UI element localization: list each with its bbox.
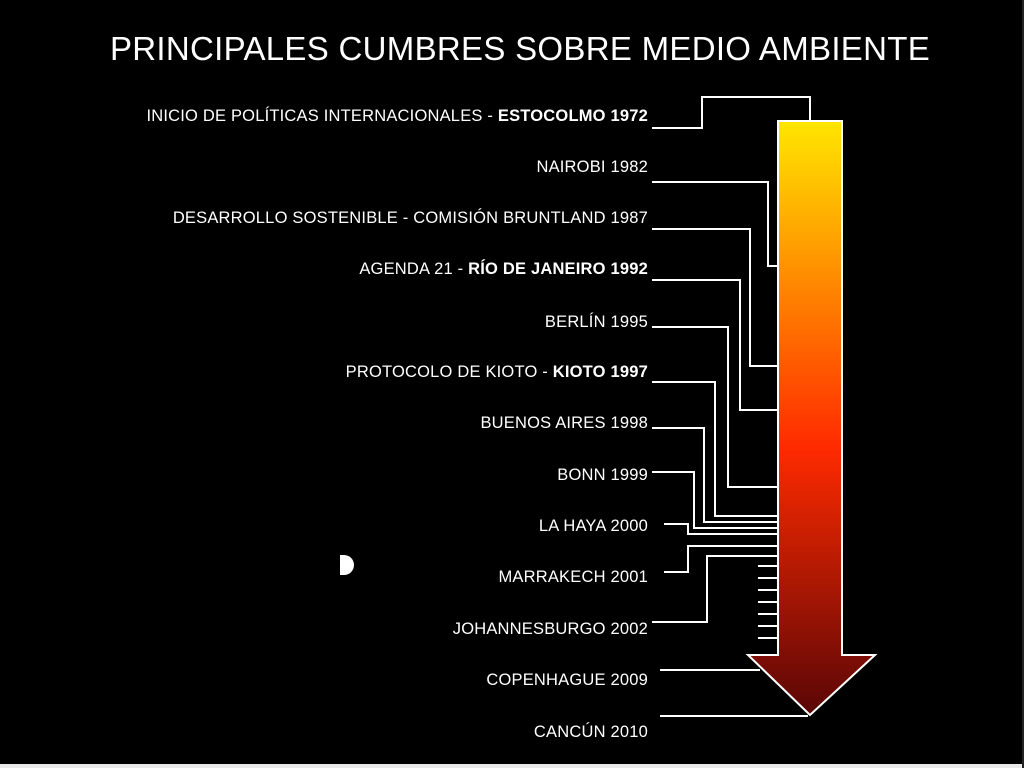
event-label-nairobi-1982: NAIROBI 1982 — [536, 158, 648, 176]
event-label-bruntland-1987: DESARROLLO SOSTENIBLE - COMISIÓN BRUNTLA… — [172, 209, 648, 227]
right-edge — [1022, 0, 1024, 768]
event-label-buenos-aires-1998: BUENOS AIRES 1998 — [480, 414, 648, 432]
connector-berlin-1995 — [652, 326, 778, 488]
connector-kioto-1997 — [652, 381, 778, 517]
connector-marrakech-2001 — [664, 545, 778, 573]
event-label-berlin-1995: BERLÍN 1995 — [544, 313, 648, 331]
slide-title: PRINCIPALES CUMBRES SOBRE MEDIO AMBIENTE — [109, 30, 931, 67]
artifact-dot — [340, 555, 354, 575]
connector-bruntland-1987 — [652, 228, 778, 367]
connector-buenos-aires-1998 — [652, 427, 778, 523]
connector-johannesburgo-2002 — [652, 555, 778, 623]
timeline-arrow — [745, 120, 878, 717]
connector-estocolmo-1972 — [652, 96, 811, 129]
event-label-copenhague-2009: COPENHAGUE 2009 — [486, 671, 648, 689]
event-label-kioto-1997: PROTOCOLO DE KIOTO - KIOTO 1997 — [345, 363, 648, 381]
event-label-la-haya-2000: LA HAYA 2000 — [538, 517, 648, 535]
event-label-bonn-1999: BONN 1999 — [557, 466, 648, 484]
bottom-strip — [0, 764, 1024, 768]
connector-rio-1992 — [652, 279, 778, 411]
event-label-estocolmo-1972: INICIO DE POLÍTICAS INTERNACIONALES - ES… — [146, 107, 648, 125]
connector-la-haya-2000 — [664, 523, 778, 535]
event-label-rio-1992: AGENDA 21 - RÍO DE JANEIRO 1992 — [359, 260, 648, 278]
connector-nairobi-1982 — [652, 181, 778, 267]
event-label-marrakech-2001: MARRAKECH 2001 — [498, 568, 648, 586]
connector-bonn-1999 — [652, 471, 778, 529]
arrow-tick-marks — [758, 565, 778, 639]
event-label-johannesburgo-2002: JOHANNESBURGO 2002 — [452, 620, 648, 638]
connector-lines — [652, 96, 811, 717]
event-label-cancun-2010: CANCÚN 2010 — [533, 723, 648, 741]
